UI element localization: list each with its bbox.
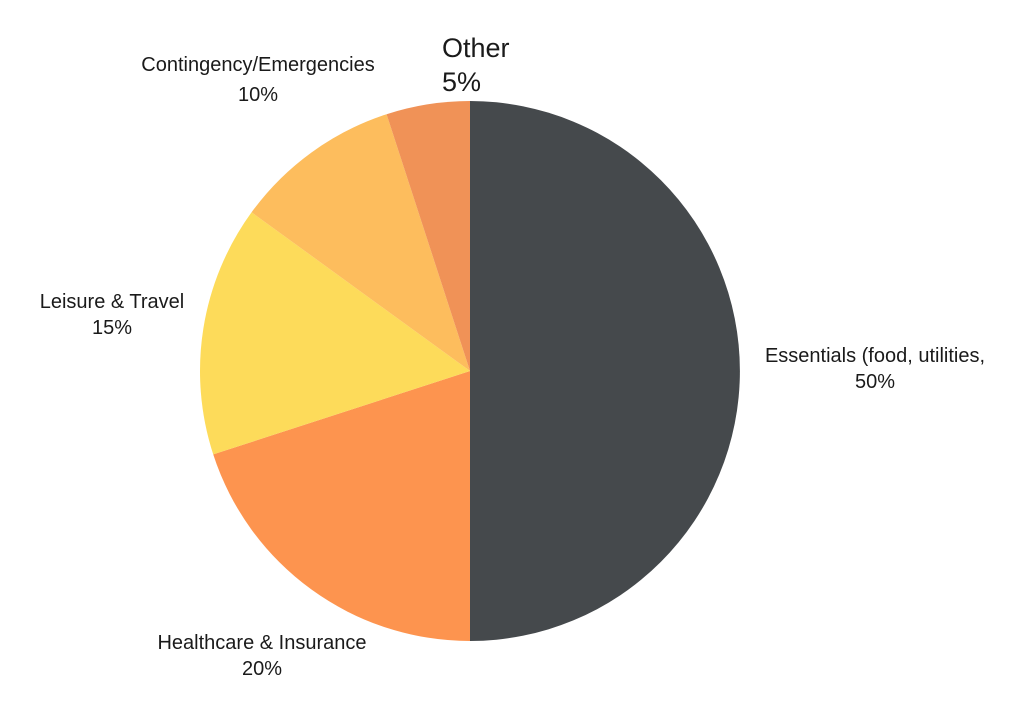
slice-label-healthcare-insurance: Healthcare & Insurance 20% — [157, 632, 366, 680]
slice-label-name: Healthcare & Insurance — [157, 632, 366, 654]
pie-slice-other — [386, 101, 470, 371]
slice-label-name: Essentials (food, utilities, — [765, 345, 985, 367]
pie-slice-healthcare-insurance — [213, 371, 470, 641]
slice-label-name: Contingency/Emergencies — [141, 54, 374, 76]
slice-label-essentials-food-utilities: Essentials (food, utilities, 50% — [765, 345, 985, 393]
pie-slice-essentials-food-utilities — [470, 101, 740, 641]
slice-label-name: Other — [442, 33, 510, 63]
labels-layer: Essentials (food, utilities, 50% Healthcar… — [40, 33, 985, 680]
slice-label-name: Leisure & Travel — [40, 291, 185, 313]
slice-label-percent: 5% — [442, 67, 481, 97]
slice-label-percent: 15% — [92, 317, 132, 339]
pie-slice-leisure-travel — [199, 212, 470, 455]
slice-label-percent: 10% — [238, 84, 278, 106]
pie-slice-contingency-emergencies — [251, 114, 470, 372]
slice-label-other: Other 5% — [442, 33, 510, 97]
slice-label-percent: 50% — [855, 371, 895, 393]
slice-label-percent: 20% — [242, 658, 282, 680]
slice-label-leisure-travel: Leisure & Travel 15% — [40, 291, 185, 339]
slice-label-contingency-emergencies: Contingency/Emergencies 10% — [141, 54, 374, 106]
slices-layer — [199, 101, 740, 641]
